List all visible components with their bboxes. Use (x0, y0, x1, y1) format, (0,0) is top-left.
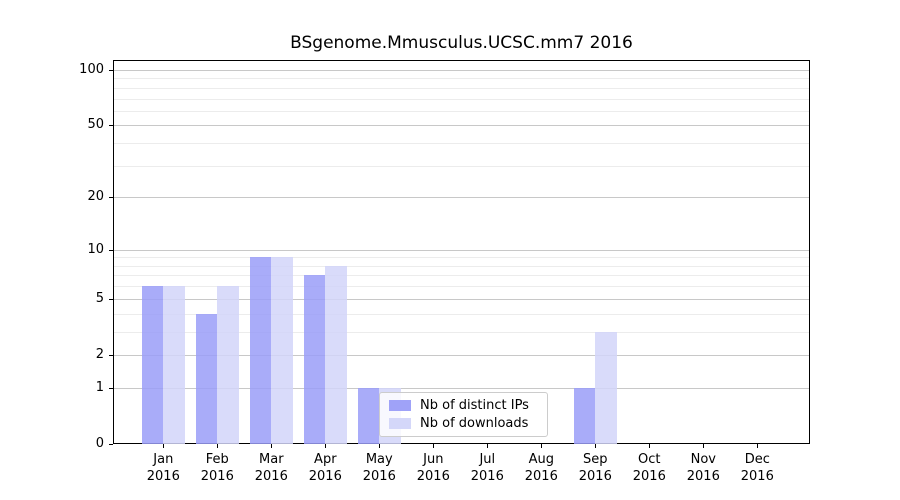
y-tick-label: 2 (95, 346, 104, 362)
gridline (114, 275, 809, 277)
gridline (114, 265, 809, 267)
y-tick-mark (109, 197, 113, 199)
x-tick-label-oct: Oct 2016 (632, 452, 666, 484)
gridline (114, 78, 809, 80)
gridline (114, 98, 809, 100)
gridline (114, 286, 809, 288)
gridline (114, 125, 809, 127)
bar-jan-distinct-ips (141, 286, 164, 444)
bar-apr-distinct-ips (303, 275, 326, 444)
y-tick-label: 100 (79, 62, 104, 77)
x-tick-mark (325, 444, 327, 448)
x-tick-label-jul: Jul 2016 (470, 452, 504, 484)
plot-area: Nb of distinct IPs Nb of downloads (113, 60, 810, 444)
gridline (114, 87, 809, 89)
x-tick-label-aug: Aug 2016 (524, 452, 558, 484)
legend-row: Nb of downloads (389, 416, 538, 431)
y-tick-mark (109, 444, 113, 445)
y-tick-mark (109, 387, 113, 389)
x-tick-mark (703, 444, 705, 448)
legend: Nb of distinct IPs Nb of downloads (379, 392, 548, 437)
x-tick-label-apr: Apr 2016 (308, 452, 342, 484)
y-tick-mark (109, 70, 113, 71)
x-tick-label-feb: Feb 2016 (200, 452, 234, 484)
bar-feb-distinct-ips (195, 313, 218, 444)
gridline (114, 387, 809, 389)
gridline (114, 257, 809, 259)
legend-label: Nb of distinct IPs (420, 398, 529, 413)
gridline (114, 165, 809, 167)
y-tick-label: 50 (87, 117, 104, 133)
legend-row: Nb of distinct IPs (389, 398, 538, 413)
y-tick-label: 20 (87, 189, 104, 205)
chart-title: BSgenome.Mmusculus.UCSC.mm7 2016 (290, 33, 633, 53)
legend-swatch-icon (389, 418, 411, 429)
y-tick-mark (109, 298, 113, 300)
x-tick-mark (649, 444, 651, 448)
x-tick-mark (595, 444, 597, 448)
x-tick-label-sep: Sep 2016 (578, 452, 612, 484)
bar-sep-distinct-ips (573, 387, 596, 444)
x-tick-mark (487, 444, 489, 448)
y-tick-mark (109, 249, 113, 251)
x-tick-mark (379, 444, 381, 448)
x-tick-mark (541, 444, 543, 448)
legend-label: Nb of downloads (420, 416, 529, 431)
x-tick-mark (217, 444, 219, 448)
gridline (114, 110, 809, 112)
x-tick-mark (757, 444, 759, 448)
x-tick-label-jun: Jun 2016 (416, 452, 450, 484)
bar-jan-downloads (163, 286, 185, 444)
x-tick-label-nov: Nov 2016 (686, 452, 720, 484)
bar-sep-downloads (595, 331, 617, 444)
bar-may-distinct-ips (357, 387, 380, 444)
bar-apr-downloads (325, 265, 347, 444)
y-tick-label: 0 (95, 436, 104, 451)
gridline (114, 249, 809, 251)
gridline (114, 70, 809, 71)
gridline (114, 298, 809, 300)
y-tick-label: 10 (87, 241, 104, 257)
y-tick-mark (109, 125, 113, 127)
x-tick-label-may: May 2016 (362, 452, 396, 484)
gridline (114, 197, 809, 199)
gridline (114, 143, 809, 145)
x-tick-label-jan: Jan 2016 (146, 452, 180, 484)
bar-mar-downloads (271, 257, 293, 444)
y-tick-mark (109, 354, 113, 356)
x-tick-mark (433, 444, 435, 448)
y-tick-label: 5 (95, 290, 104, 306)
x-tick-label-mar: Mar 2016 (254, 452, 288, 484)
x-tick-mark (163, 444, 165, 448)
x-tick-mark (271, 444, 273, 448)
gridline (114, 354, 809, 356)
y-tick-label: 1 (95, 379, 104, 395)
gridline (114, 331, 809, 333)
bar-mar-distinct-ips (249, 257, 272, 444)
gridline (114, 313, 809, 315)
x-tick-label-dec: Dec 2016 (740, 452, 774, 484)
legend-swatch-icon (389, 400, 411, 411)
bar-feb-downloads (217, 286, 239, 444)
